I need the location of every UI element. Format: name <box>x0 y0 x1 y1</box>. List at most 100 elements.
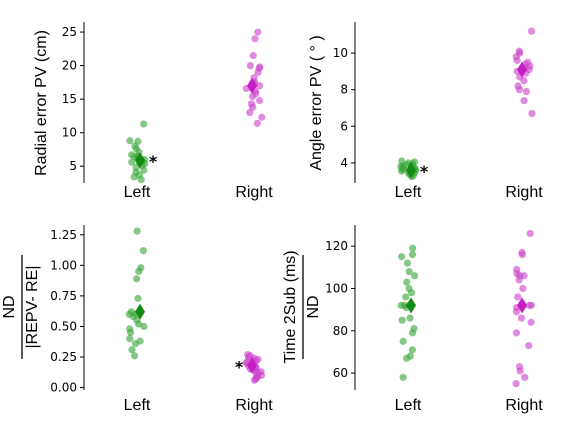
data-point <box>398 253 406 261</box>
data-point <box>254 28 262 36</box>
data-point <box>135 320 143 328</box>
data-point <box>137 176 145 184</box>
series-right <box>512 27 536 118</box>
y-tick-label: 6 <box>340 119 348 133</box>
data-point <box>512 329 521 337</box>
data-point <box>250 376 259 384</box>
data-point <box>126 137 134 145</box>
data-point <box>526 229 534 238</box>
data-point <box>140 120 148 128</box>
y-axis-label: Radial error PV (cm) <box>33 30 50 176</box>
y-tick-label: 5 <box>69 159 77 173</box>
data-point <box>256 82 264 90</box>
data-point <box>255 96 264 105</box>
y-tick-label: 10 <box>333 46 348 60</box>
data-point <box>512 380 520 388</box>
data-point <box>128 346 136 354</box>
data-point <box>133 275 141 283</box>
data-point <box>405 267 413 276</box>
mean-diamond <box>135 303 145 320</box>
data-point <box>249 103 257 111</box>
x-category-label: Left <box>395 397 422 414</box>
data-point <box>133 227 141 235</box>
data-point <box>253 119 261 127</box>
data-point <box>130 173 138 181</box>
data-point <box>127 328 135 337</box>
y-tick-label: 20 <box>62 59 77 73</box>
data-point <box>515 276 523 284</box>
series-left: * <box>126 120 158 184</box>
y-axis-label-numerator: ND <box>1 295 18 318</box>
y-tick-label: 4 <box>340 156 348 170</box>
data-point <box>409 244 417 252</box>
y-axis-label-numerator: Time 2Sub (ms) <box>282 250 299 363</box>
data-point <box>524 58 532 66</box>
data-point <box>527 27 536 35</box>
y-tick-label: 0.75 <box>50 289 77 303</box>
panel-angle: 4 6 8 10 Left Right Angle error PV ( ° ) * <box>308 22 543 201</box>
data-point <box>520 76 528 85</box>
y-tick-label: 10 <box>62 126 77 140</box>
data-point <box>248 92 257 101</box>
data-point <box>398 316 406 324</box>
data-point <box>527 318 535 326</box>
data-point <box>407 289 416 297</box>
y-axis-label-denominator: |REPV- RE| <box>24 266 41 349</box>
data-point <box>246 108 254 117</box>
data-point <box>126 335 134 343</box>
data-point <box>139 247 147 255</box>
data-point <box>525 341 533 350</box>
data-point <box>399 162 407 171</box>
data-point <box>518 251 526 259</box>
data-point <box>403 259 412 267</box>
data-point <box>131 339 140 348</box>
data-point <box>402 354 411 362</box>
y-tick-label: 15 <box>62 92 77 106</box>
data-point <box>246 62 254 70</box>
series-left <box>397 244 419 381</box>
data-point <box>527 301 536 309</box>
panel-radial: 5 10 15 20 25 Left Right Radial error PV (cm) * <box>33 22 273 201</box>
y-tick-label: 25 <box>62 25 77 39</box>
mean-diamond <box>406 297 416 314</box>
series-right: * <box>235 350 266 384</box>
y-tick-label: 60 <box>333 366 348 380</box>
data-point <box>402 293 410 301</box>
x-category-label: Left <box>124 184 151 201</box>
panel-time: 60 80 100 120 Left Right Time 2Sub (ms) ND <box>282 225 543 414</box>
data-point <box>406 314 414 322</box>
mean-diamond <box>247 77 257 94</box>
data-point <box>408 346 417 354</box>
y-tick-label: 100 <box>325 281 348 295</box>
data-point <box>517 314 526 322</box>
y-tick-label: 1.00 <box>50 258 77 272</box>
data-point <box>514 293 522 301</box>
data-point <box>130 352 139 360</box>
series-left: * <box>397 157 429 181</box>
panel-nd: 0.00 0.25 0.50 0.75 1.00 1.25 Left Right ND |REPV… <box>1 225 273 414</box>
y-tick-label: 0.00 <box>50 381 77 395</box>
mean-diamond <box>135 152 145 169</box>
mean-diamond <box>247 357 257 374</box>
significance-marker: * <box>235 358 244 377</box>
series-left <box>125 227 148 360</box>
data-point <box>134 294 142 302</box>
data-point <box>520 97 528 105</box>
data-point <box>408 251 417 259</box>
data-point <box>411 272 419 280</box>
x-category-label: Left <box>395 184 422 201</box>
x-category-label: Left <box>124 397 151 414</box>
data-point <box>515 86 524 94</box>
y-tick-label: 0.50 <box>50 319 77 333</box>
data-point <box>399 337 407 345</box>
data-point <box>135 267 143 276</box>
mean-diamond <box>406 162 416 179</box>
y-tick-label: 8 <box>340 83 348 97</box>
y-axis-label-denominator: ND <box>305 295 322 318</box>
data-point <box>128 158 136 166</box>
data-point <box>525 65 533 74</box>
data-point <box>399 373 407 381</box>
data-point <box>251 35 259 43</box>
x-category-label: Right <box>235 184 273 201</box>
